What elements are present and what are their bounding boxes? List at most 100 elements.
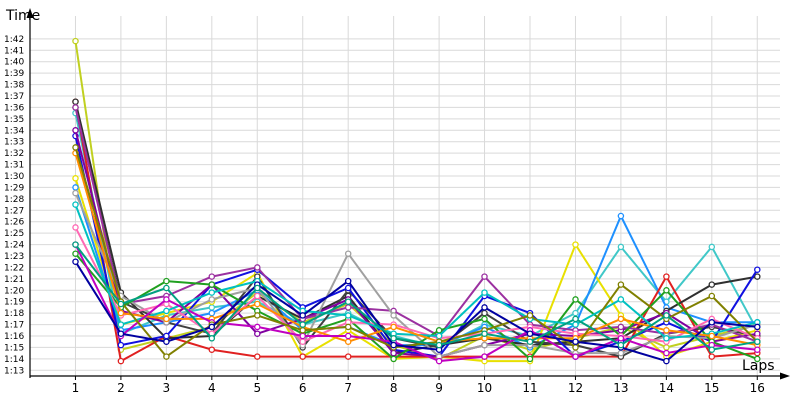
- y-tick-label: 1:25: [4, 229, 24, 239]
- data-point: [163, 353, 170, 360]
- series-8: [72, 132, 761, 360]
- y-tick-label: 1:38: [4, 81, 24, 91]
- data-point: [617, 341, 625, 349]
- data-point: [708, 319, 716, 326]
- data-point: [117, 330, 125, 337]
- data-point: [481, 341, 488, 349]
- data-point: [208, 304, 216, 311]
- data-point: [390, 355, 397, 363]
- y-tick-label: 1:26: [4, 218, 24, 228]
- y-tick-label: 1:35: [4, 115, 24, 125]
- data-point: [481, 309, 488, 317]
- data-point: [72, 258, 79, 265]
- y-tick-labels: 1:131:14 1:151:161:17 1:181:19 1:201:21 1:22…: [4, 35, 24, 376]
- data-point: [208, 309, 216, 317]
- data-point: [754, 266, 761, 273]
- x-tick-label: 14: [659, 381, 674, 395]
- data-point: [617, 335, 625, 342]
- data-point: [163, 296, 170, 303]
- data-point: [208, 289, 216, 296]
- y-tick-label: 1:30: [4, 172, 24, 182]
- x-tick-label: 16: [750, 381, 765, 395]
- data-point: [254, 264, 261, 271]
- series-19: [72, 241, 761, 353]
- data-point: [344, 332, 352, 340]
- x-tick-label: 2: [117, 381, 125, 395]
- data-point: [254, 330, 261, 337]
- series-10: [72, 104, 761, 345]
- data-point: [163, 307, 170, 315]
- data-point: [208, 346, 216, 353]
- data-point: [481, 304, 488, 311]
- data-point: [254, 312, 261, 319]
- y-tick-label: 1:33: [4, 138, 24, 148]
- data-point: [572, 338, 579, 345]
- data-point: [754, 323, 761, 331]
- data-point: [299, 327, 306, 334]
- data-point: [572, 309, 579, 317]
- data-point: [526, 338, 534, 345]
- y-tick-label: 1:13: [4, 366, 24, 376]
- data-point: [708, 243, 716, 251]
- horizontal-gridlines: [30, 38, 780, 371]
- data-point: [299, 338, 306, 345]
- data-point: [72, 241, 79, 248]
- x-tick-label: 10: [477, 381, 492, 395]
- data-point: [663, 349, 670, 357]
- data-point: [481, 330, 488, 337]
- series-line: [74, 261, 758, 363]
- data-point: [72, 224, 79, 231]
- axes: Time Laps: [5, 8, 790, 380]
- data-point: [208, 273, 216, 280]
- data-point: [163, 277, 170, 285]
- data-point: [572, 315, 579, 323]
- data-point: [390, 341, 397, 349]
- y-tick-label: 1:32: [4, 149, 24, 159]
- data-point: [344, 353, 352, 360]
- x-tick-label: 5: [253, 381, 261, 395]
- x-tick-label: 6: [299, 381, 307, 395]
- data-point: [208, 296, 216, 303]
- data-point: [208, 281, 216, 288]
- data-point: [72, 127, 79, 134]
- data-point: [663, 327, 670, 334]
- data-point: [72, 37, 79, 45]
- data-point: [663, 344, 670, 351]
- data-point: [481, 315, 488, 323]
- data-point: [72, 250, 79, 257]
- data-point: [708, 281, 716, 288]
- y-tick-label: 1:37: [4, 92, 24, 102]
- data-point: [390, 349, 397, 357]
- y-tick-label: 1:21: [4, 275, 24, 285]
- x-tick-label: 13: [613, 381, 628, 395]
- y-tick-label: 1:24: [4, 241, 24, 251]
- data-point: [617, 296, 625, 303]
- series-line: [74, 243, 758, 351]
- data-point: [299, 353, 306, 360]
- data-point: [754, 338, 761, 345]
- data-point: [72, 189, 79, 197]
- data-point: [708, 353, 716, 360]
- data-point: [299, 321, 306, 328]
- y-tick-label: 1:14: [4, 355, 24, 365]
- data-point: [481, 353, 488, 360]
- series-line: [74, 101, 758, 363]
- data-point: [117, 309, 125, 317]
- data-point: [344, 338, 352, 345]
- data-point: [708, 346, 716, 353]
- data-point: [708, 332, 716, 340]
- data-point: [344, 277, 352, 285]
- data-point: [344, 284, 352, 292]
- data-point: [344, 250, 352, 257]
- x-tick-labels: 1 2 3 4 5 6 7 8 9 10 11 12 13 14 15 16: [72, 376, 765, 395]
- data-point: [254, 300, 261, 308]
- y-tick-label: 1:31: [4, 161, 24, 171]
- x-tick-label: 1: [72, 381, 80, 395]
- x-tick-label: 15: [704, 381, 719, 395]
- data-point: [754, 273, 761, 280]
- data-point: [663, 287, 670, 294]
- data-point: [526, 330, 534, 337]
- data-point: [572, 344, 579, 351]
- data-point: [299, 312, 306, 319]
